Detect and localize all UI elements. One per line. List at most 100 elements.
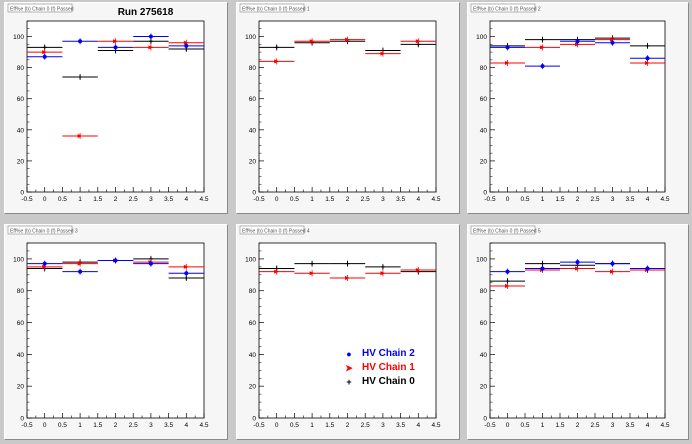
y-tick-label: 80: [480, 65, 488, 72]
y-tick-label: 60: [17, 96, 25, 103]
data-point: [148, 261, 153, 266]
data-point: [345, 276, 350, 280]
y-tick-label: 100: [13, 34, 24, 41]
x-tick-label: 4.5: [431, 422, 440, 429]
x-tick-label: 3: [381, 422, 385, 429]
x-tick-label: 4: [184, 422, 188, 429]
x-tick-label: 1.5: [555, 196, 564, 203]
x-tick-label: 0: [43, 196, 47, 203]
x-tick-label: 2.5: [361, 422, 370, 429]
title-tab-box: [7, 225, 73, 235]
data-point: [505, 269, 510, 274]
y-tick-label: 60: [17, 320, 25, 327]
x-tick-label: 4: [416, 196, 420, 203]
series-chain2: [490, 259, 665, 275]
title-tab-box: [470, 225, 536, 235]
data-point: [42, 264, 48, 269]
plot-pad-3: Eff%e (b) Chain 0 (f) Passed 2 -0.5 0 0.5 1 1…: [467, 2, 689, 214]
x-tick-label: 4: [646, 196, 650, 203]
data-point: [183, 40, 189, 45]
data-point: [274, 269, 280, 274]
data-point: [610, 40, 615, 45]
x-tick-label: 4: [184, 196, 188, 203]
title-tab-box: [470, 3, 536, 13]
x-tick-label: -0.5: [253, 196, 265, 203]
y-tick-label: 40: [249, 352, 257, 359]
chart-svg: Eff%e (b) Chain 0 (f) Passed 5-0.5 0 0.5 1 1…: [470, 225, 670, 429]
x-tick-label: 3: [149, 422, 153, 429]
data-point: [610, 37, 615, 42]
data-point: [113, 258, 118, 263]
x-tick-label: 1.5: [325, 196, 334, 203]
x-tick-label: 1: [541, 196, 545, 203]
y-tick-label: 100: [245, 34, 256, 41]
y-tick-label: 20: [480, 384, 488, 391]
data-point: [42, 261, 47, 266]
series-chain0: [27, 38, 204, 80]
data-point: [645, 60, 650, 65]
y-tick-label: 20: [249, 158, 257, 165]
title-tab: Eff%e (b) Chain 0 (f) Passed 4: [239, 225, 310, 235]
data-point: [113, 39, 118, 44]
x-tick-label: 1: [78, 196, 82, 203]
plot-frame: [258, 20, 437, 193]
x-tick-label: 4: [646, 422, 650, 429]
data-point: [78, 269, 83, 274]
x-tick-label: 3: [611, 422, 615, 429]
x-tick-label: 2.5: [361, 196, 370, 203]
x-tick-label: 3: [149, 196, 153, 203]
x-tick-label: 2: [576, 422, 580, 429]
data-point: [184, 271, 189, 276]
series-chain1: [259, 267, 436, 281]
x-tick-label: 2: [576, 196, 580, 203]
data-point: [610, 269, 615, 274]
y-tick-label: 20: [17, 384, 25, 391]
x-tick-label: 1.5: [93, 422, 102, 429]
x-tick-label: 1.5: [93, 196, 102, 203]
data-point: [380, 264, 385, 269]
series-chain2: [27, 257, 204, 277]
x-tick-label: -0.5: [484, 196, 496, 203]
x-tick-label: 3.5: [396, 196, 405, 203]
x-tick-label: 3.5: [164, 196, 173, 203]
y-tick-label: 0: [483, 416, 487, 423]
y-tick-label: 100: [13, 256, 24, 263]
chart-svg: Eff%e (b) Chain 0 (f) Passed 4-0.5 0 0.5 1 1…: [239, 225, 441, 429]
title-tab: Eff%e (b) Chain 0 (f) Passed 2: [470, 3, 541, 13]
legend: ● HV Chain 2 ➤ HV Chain 1 + HV Chain 0: [342, 347, 415, 389]
x-tick-label: 3: [611, 196, 615, 203]
y-tick-label: 0: [252, 190, 256, 197]
data-point: [42, 54, 47, 59]
title-tab-box: [239, 225, 305, 235]
data-point: [77, 134, 83, 139]
y-tick-label: 100: [245, 256, 256, 263]
y-tick-label: 0: [20, 190, 24, 197]
series-chain1: [27, 38, 204, 140]
chart-svg: Eff%e (b) Chain 0 (f) Passed Run 275618 -0…: [7, 3, 209, 203]
data-point: [505, 45, 510, 50]
title-tab-text: Eff%e (b) Chain 0 (f) Passed 2: [473, 7, 541, 13]
data-point: [380, 271, 386, 276]
data-point: [415, 39, 421, 44]
y-tick-label: 60: [480, 320, 488, 327]
legend-entry-chain0: + HV Chain 0: [342, 375, 414, 389]
title-tab: Eff%e (b) Chain 0 (f) Passed: [7, 3, 74, 13]
data-point: [184, 43, 189, 48]
y-tick-label: 0: [252, 416, 256, 423]
y-tick-label: 40: [17, 352, 25, 359]
title-tab-text: Eff%e (b) Chain 0 (f) Passed: [10, 7, 74, 13]
x-tick-label: 0.5: [58, 422, 67, 429]
data-point: [575, 39, 580, 44]
annotation-text: Run 275618: [118, 7, 174, 18]
data-point: [575, 42, 580, 47]
x-tick-label: 0: [506, 422, 510, 429]
x-tick-label: 0: [506, 196, 510, 203]
data-point: [148, 34, 153, 39]
x-tick-label: -0.5: [253, 422, 265, 429]
data-point: [415, 268, 421, 273]
chart-svg: Eff%e (b) Chain 0 (f) Passed 1SOUTH HORI…: [239, 3, 441, 203]
y-tick-label: 20: [480, 158, 488, 165]
x-tick-label: 1: [541, 422, 545, 429]
circle-marker-icon: ●: [346, 349, 352, 359]
